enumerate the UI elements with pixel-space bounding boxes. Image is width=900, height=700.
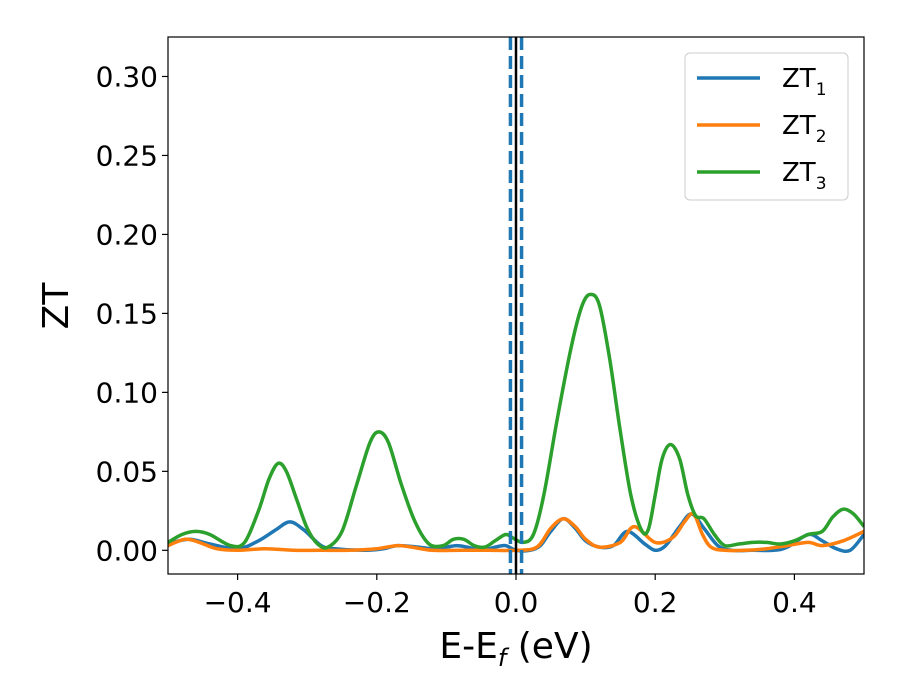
y-axis-ticks: 0.00 0.05 0.10 0.15 0.20 0.25 0.30 — [96, 60, 168, 567]
legend-entries: ZT1 ZT2 ZT3 — [697, 64, 827, 194]
y-axis-title: ZT — [36, 282, 77, 330]
y-tick-label: 0.30 — [96, 60, 158, 93]
legend-box — [684, 52, 849, 201]
y-tick-label: 0.15 — [96, 297, 158, 330]
y-tick-label: 0.25 — [96, 139, 158, 172]
x-tick-label: 0.0 — [494, 586, 539, 619]
x-tick-label: −0.4 — [204, 586, 272, 619]
y-tick-label: 0.05 — [96, 455, 158, 488]
legend-label-zt2: ZT2 — [782, 111, 827, 147]
x-tick-label: −0.2 — [343, 586, 411, 619]
x-axis-title: E-Ef (eV) — [439, 626, 592, 672]
x-tick-label: 0.4 — [772, 586, 817, 619]
series-line-zt2 — [168, 511, 864, 553]
y-tick-label: 0.10 — [96, 376, 158, 409]
legend: ZT1 ZT2 ZT3 — [684, 52, 849, 201]
x-tick-label: 0.2 — [633, 586, 678, 619]
legend-label-zt1: ZT1 — [782, 64, 827, 100]
y-tick-label: 0.20 — [96, 218, 158, 251]
series-layer — [168, 292, 864, 554]
y-tick-label: 0.00 — [96, 534, 158, 567]
reference-lines — [508, 37, 524, 574]
series-line-zt3 — [168, 292, 864, 550]
legend-label-zt3: ZT3 — [782, 158, 827, 194]
x-axis-ticks: −0.4 −0.2 0.0 0.2 0.4 — [204, 574, 817, 619]
